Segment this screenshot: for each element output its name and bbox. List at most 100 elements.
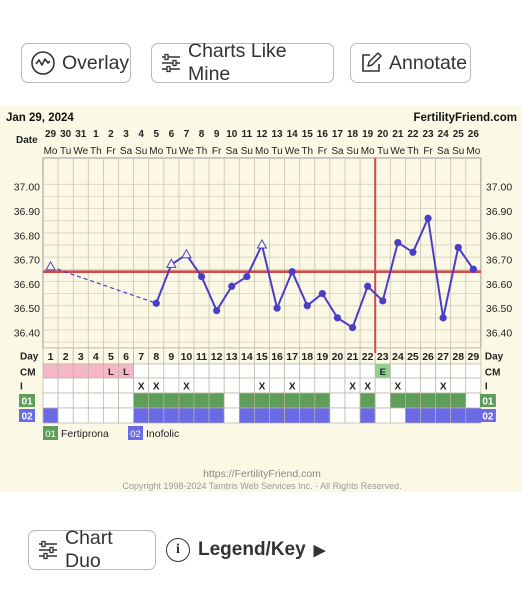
temp-point: [439, 314, 447, 322]
row-cell-cm: [238, 363, 255, 379]
info-icon: i: [166, 538, 190, 562]
temp-point-open: [165, 258, 177, 268]
row-cell-cm: [389, 363, 406, 379]
weekday-label: Tu: [60, 146, 71, 157]
day-number: 8: [153, 351, 159, 363]
row-cell-med01: [359, 392, 376, 409]
row-cell-med02: [405, 407, 421, 424]
row-cell-cm: [314, 363, 331, 379]
row-cell-cm: [329, 363, 346, 379]
temp-line-segment: [260, 244, 279, 309]
row-cell-med02: [450, 407, 467, 424]
row-cell-cm: [87, 363, 104, 379]
row-label-i: I: [485, 382, 488, 393]
date-label: 7: [184, 129, 190, 140]
row-cell-i: [465, 377, 482, 394]
row-cell-med02: [57, 407, 74, 424]
temp-point-open: [45, 260, 56, 271]
temp-point: [303, 302, 311, 310]
row-cell-med02: [238, 407, 255, 424]
row-cell-med01: [42, 392, 59, 409]
annotate-button[interactable]: Annotate: [350, 43, 471, 83]
intercourse-mark: X: [138, 382, 145, 393]
weekday-label: Mo: [255, 146, 269, 157]
row-cell-med01: [389, 392, 406, 409]
row-cell-i: [314, 377, 331, 394]
date-label: 15: [302, 129, 314, 140]
temp-point-open: [256, 238, 268, 249]
row-cell-med02: [163, 407, 180, 424]
overlay-icon: [31, 51, 55, 75]
row-cell-cm: [435, 363, 452, 379]
weekday-label: Fr: [423, 146, 433, 157]
day-number: 13: [226, 351, 238, 363]
row-cell-med01: [133, 392, 150, 409]
day-number: 15: [256, 351, 268, 363]
temp-line-segment: [321, 293, 339, 319]
temp-point: [273, 304, 281, 312]
temp-line-segment: [427, 218, 445, 319]
weekday-label: We: [390, 146, 405, 157]
temp-line-segment: [457, 246, 475, 270]
brand-label: FertilityFriend.com: [413, 112, 517, 124]
intercourse-mark: X: [183, 382, 190, 393]
temp-point: [318, 289, 326, 298]
temp-point: [228, 282, 236, 290]
weekday-label: Th: [407, 146, 419, 157]
date-label: 9: [214, 129, 220, 140]
weekday-label: Th: [301, 146, 313, 157]
overlay-button[interactable]: Overlay: [21, 43, 131, 83]
temp-line-segment: [276, 271, 294, 309]
date-label: 2: [108, 129, 114, 140]
row-cell-med02: [314, 407, 331, 424]
row-cell-med02: [299, 407, 316, 424]
row-cell-cm: [163, 363, 180, 379]
chart-duo-button[interactable]: Chart Duo: [28, 527, 156, 572]
day-number: 2: [63, 351, 69, 363]
legend-key-link[interactable]: i Legend/Key ▶: [166, 538, 325, 562]
row-cell-med02: [133, 407, 150, 424]
row-cell-cm: [465, 363, 482, 379]
chart-duo-label: Chart Duo: [65, 527, 113, 572]
weekday-label: Th: [196, 146, 208, 157]
weekday-label: Sa: [331, 146, 344, 157]
temp-line-segment: [412, 217, 429, 253]
weekday-label: Tu: [377, 146, 388, 157]
weekday-label: Su: [241, 146, 253, 157]
date-label: 3: [123, 129, 129, 140]
row-label-med01: 01: [482, 397, 494, 408]
date-label: 20: [377, 129, 389, 140]
y-tick-right: 36.90: [486, 206, 512, 218]
row-cell-med02: [359, 407, 376, 424]
row-cell-med01: [405, 392, 421, 409]
temp-line-segment: [200, 276, 218, 311]
plot-area: [42, 157, 482, 349]
row-cell-med02: [329, 407, 346, 424]
row-cell-i: [103, 377, 119, 394]
row-cell-i: [269, 377, 285, 394]
y-tick-right: 36.70: [486, 255, 512, 267]
row-label-day: Day: [20, 352, 39, 363]
weekday-label: We: [73, 146, 88, 157]
temp-line-segment: [155, 264, 173, 304]
row-cell-i: [118, 377, 134, 394]
row-cell-med01: [450, 392, 467, 409]
date-label: 23: [422, 129, 434, 140]
charts-like-mine-button[interactable]: Charts Like Mine: [151, 40, 334, 85]
weekday-label: Su: [346, 146, 358, 157]
row-cell-med01: [269, 392, 285, 409]
row-cell-med02: [178, 407, 195, 424]
row-cell-med02: [284, 407, 301, 424]
row-cell-med01: [148, 392, 165, 409]
row-cell-cm: [344, 363, 361, 379]
row-cell-cm: [72, 363, 89, 379]
temp-point: [394, 238, 402, 247]
date-label: 8: [199, 129, 205, 140]
temp-point: [243, 272, 251, 281]
date-row-label: Date: [16, 135, 38, 146]
weekday-label: Mo: [149, 146, 163, 157]
temp-point: [424, 214, 432, 222]
date-label: 6: [169, 129, 175, 140]
date-label: 14: [287, 129, 299, 140]
row-cell-med01: [178, 392, 195, 409]
